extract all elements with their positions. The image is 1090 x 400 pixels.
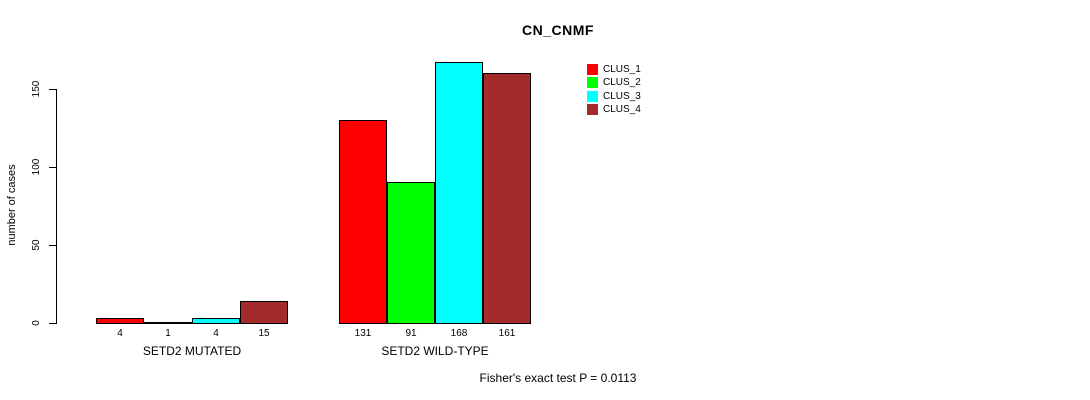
y-axis-label: number of cases (6, 164, 18, 246)
legend-swatch-clus_3 (587, 90, 598, 102)
legend-swatch-clus_2 (587, 77, 598, 89)
legend-label: CLUS_1 (603, 64, 641, 75)
bar-value-label: 168 (450, 328, 468, 339)
fisher-test-annotation: Fisher's exact test P = 0.0113 (479, 371, 637, 385)
legend-label: CLUS_3 (603, 90, 641, 102)
legend: CLUS_1 CLUS_2 CLUS_3 CLUS_4 (587, 64, 641, 115)
bar-value-label: 1 (165, 328, 171, 339)
bar-value-label: 15 (258, 328, 270, 339)
bar-clus_3-mutated (192, 317, 240, 324)
category-label: SETD2 MUTATED (142, 344, 242, 358)
legend-item-clus_2: CLUS_2 (587, 77, 641, 89)
bar-clus_1-wildtype (339, 119, 387, 324)
bar-value-label: 4 (117, 328, 123, 339)
y-tick-mark (49, 244, 56, 246)
bar-value-label: 161 (498, 328, 516, 339)
legend-item-clus_4: CLUS_4 (587, 103, 641, 115)
y-tick-label: 0 (31, 319, 42, 326)
legend-label: CLUS_2 (603, 77, 641, 89)
legend-label: CLUS_4 (603, 103, 641, 115)
bar-value-label: 4 (213, 328, 219, 339)
y-axis-line (56, 88, 57, 324)
bar-clus_4-mutated (240, 300, 288, 324)
bar-clus_1-mutated (96, 317, 144, 324)
legend-swatch-clus_4 (587, 103, 598, 115)
y-tick-mark (49, 88, 56, 90)
bar-clus_2-wildtype (387, 181, 435, 324)
chart-title: CN_CNMF (522, 22, 594, 38)
bar-value-label: 131 (354, 328, 372, 339)
category-label: SETD2 WILD-TYPE (381, 344, 489, 358)
bar-clus_2-mutated (144, 321, 192, 324)
legend-item-clus_1: CLUS_1 (587, 64, 641, 75)
y-tick-label: 150 (31, 80, 42, 97)
legend-item-clus_3: CLUS_3 (587, 90, 641, 102)
y-tick-mark (49, 166, 56, 168)
y-tick-mark (49, 322, 56, 324)
bar-clus_4-wildtype (483, 72, 531, 324)
bar-value-label: 91 (405, 328, 417, 339)
bar-clus_3-wildtype (435, 61, 483, 324)
y-tick-label: 100 (31, 158, 42, 175)
legend-swatch-clus_1 (587, 64, 598, 75)
y-tick-label: 50 (31, 238, 42, 251)
